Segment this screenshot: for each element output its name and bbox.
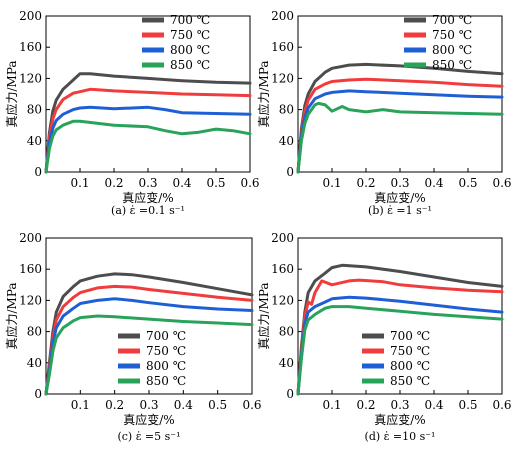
x-tick-label: 0.5 xyxy=(206,176,225,190)
y-tick-label: 120 xyxy=(271,293,294,307)
x-tick-label: 0.2 xyxy=(356,176,375,190)
y-tick-label: 40 xyxy=(279,356,294,370)
series-line-1 xyxy=(296,278,504,396)
x-tick-label: 0.6 xyxy=(240,176,259,190)
legend-label: 850 ℃ xyxy=(432,58,472,72)
series-line-0 xyxy=(296,62,504,174)
y-tick-label: 200 xyxy=(19,9,42,23)
y-tick-label: 160 xyxy=(19,40,42,54)
y-axis-label: 真应力/MPa xyxy=(256,282,271,349)
y-tick-label: 80 xyxy=(27,103,42,117)
x-axis-label: 真应变/% xyxy=(122,190,173,205)
x-tick-label: 0.1 xyxy=(322,176,341,190)
legend-label: 850 ℃ xyxy=(170,58,210,72)
y-tick-label: 40 xyxy=(27,356,42,370)
x-tick-label: 0.4 xyxy=(424,398,443,412)
x-tick-label: 0.4 xyxy=(424,176,443,190)
series-line-2 xyxy=(296,295,504,396)
legend-label: 700 ℃ xyxy=(432,13,472,27)
legend-label: 750 ℃ xyxy=(146,344,186,358)
y-tick-label: 40 xyxy=(279,134,294,148)
x-tick-label: 0.3 xyxy=(138,176,157,190)
panel-caption: (d) ε̇ =10 s⁻¹ xyxy=(365,430,436,443)
series-line-0 xyxy=(44,72,252,174)
chart-panel-3: 0 40 80 120 160 200 0.1 0.2 0.3 0.4 0.5 0.6 真应变/% 真应力… xyxy=(256,231,512,443)
x-tick-label: 0.6 xyxy=(242,398,261,412)
y-tick-label: 40 xyxy=(27,134,42,148)
chart-panel-2: 0 40 80 120 160 200 0.1 0.2 0.3 0.4 0.5 0.6 真应变/% 真应力… xyxy=(4,231,262,443)
series-line-2 xyxy=(44,105,252,174)
legend-label: 750 ℃ xyxy=(432,28,472,42)
y-tick-label: 80 xyxy=(279,103,294,117)
series-line-3 xyxy=(44,314,254,396)
y-tick-label: 80 xyxy=(279,325,294,339)
legend-label: 800 ℃ xyxy=(432,43,472,57)
series-line-3 xyxy=(296,305,504,396)
legend-label: 700 ℃ xyxy=(170,13,210,27)
y-tick-label: 160 xyxy=(271,40,294,54)
y-tick-label: 120 xyxy=(19,293,42,307)
chart-panel-1: 0 40 80 120 160 200 0.1 0.2 0.3 0.4 0.5 0.6 真应变/% 真应力… xyxy=(256,9,512,217)
x-tick-label: 0.5 xyxy=(458,176,477,190)
x-tick-label: 0.3 xyxy=(390,176,409,190)
x-tick-label: 0.6 xyxy=(492,176,511,190)
x-tick-label: 0.5 xyxy=(458,398,477,412)
y-tick-label: 0 xyxy=(286,387,294,401)
x-tick-label: 0.2 xyxy=(356,398,375,412)
legend-label: 750 ℃ xyxy=(390,344,430,358)
x-tick-label: 0.4 xyxy=(174,398,193,412)
panel-caption: (a) ε̇ =0.1 s⁻¹ xyxy=(111,204,185,217)
x-tick-label: 0.3 xyxy=(390,398,409,412)
y-tick-label: 200 xyxy=(271,231,294,245)
series-line-2 xyxy=(296,89,504,174)
legend-label: 850 ℃ xyxy=(390,374,430,388)
y-tick-label: 80 xyxy=(27,325,42,339)
y-tick-label: 200 xyxy=(19,231,42,245)
panel-caption: (c) ε̇ =5 s⁻¹ xyxy=(117,430,180,443)
x-tick-label: 0.4 xyxy=(172,176,191,190)
series-line-3 xyxy=(296,101,504,174)
y-tick-label: 160 xyxy=(271,262,294,276)
y-axis-label: 真应力/MPa xyxy=(4,60,19,127)
legend-label: 800 ℃ xyxy=(390,359,430,373)
y-axis-label: 真应力/MPa xyxy=(4,282,19,349)
y-axis-label: 真应力/MPa xyxy=(256,60,271,127)
series-line-1 xyxy=(296,77,504,174)
series-line-3 xyxy=(44,119,252,174)
x-tick-label: 0.2 xyxy=(104,176,123,190)
x-tick-label: 0.3 xyxy=(139,398,158,412)
legend-label: 700 ℃ xyxy=(146,329,186,343)
y-tick-label: 160 xyxy=(19,262,42,276)
y-tick-label: 120 xyxy=(271,71,294,85)
y-tick-label: 120 xyxy=(19,71,42,85)
y-tick-label: 0 xyxy=(34,387,42,401)
x-axis-label: 真应变/% xyxy=(374,412,425,427)
x-axis-label: 真应变/% xyxy=(123,412,174,427)
legend-label: 700 ℃ xyxy=(390,329,430,343)
series-line-2 xyxy=(44,297,254,396)
panel-caption: (b) ε̇ =1 s⁻¹ xyxy=(368,204,432,217)
x-tick-label: 0.6 xyxy=(492,398,511,412)
x-tick-label: 0.5 xyxy=(208,398,227,412)
x-tick-label: 0.2 xyxy=(105,398,124,412)
y-tick-label: 0 xyxy=(34,165,42,179)
y-tick-label: 0 xyxy=(286,165,294,179)
chart-panel-0: 0 40 80 120 160 200 0.1 0.2 0.3 0.4 0.5 0.6 真应变/% 真应力… xyxy=(4,9,260,217)
x-tick-label: 0.1 xyxy=(71,398,90,412)
x-axis-label: 真应变/% xyxy=(374,190,425,205)
x-tick-label: 0.1 xyxy=(322,398,341,412)
series-line-1 xyxy=(44,87,252,174)
legend-label: 850 ℃ xyxy=(146,374,186,388)
legend-label: 800 ℃ xyxy=(146,359,186,373)
x-tick-label: 0.1 xyxy=(70,176,89,190)
y-tick-label: 200 xyxy=(271,9,294,23)
legend-label: 750 ℃ xyxy=(170,28,210,42)
legend-label: 800 ℃ xyxy=(170,43,210,57)
